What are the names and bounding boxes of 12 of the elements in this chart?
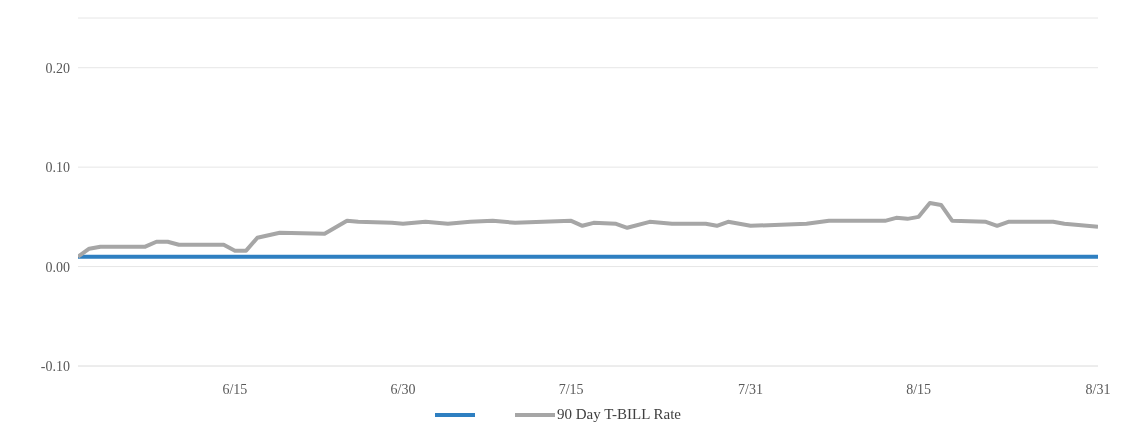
y-tick-label: 0.00 (45, 259, 70, 275)
legend-label: 90 Day T-BILL Rate (556, 406, 681, 423)
x-tick-label: 8/15 (906, 381, 932, 397)
y-tick-label: -0.10 (40, 358, 70, 374)
y-tick-label: 0.10 (45, 160, 70, 176)
x-tick-label: 8/31 (1085, 381, 1111, 397)
x-tick-label: 6/30 (390, 381, 416, 397)
line-series (78, 200, 1098, 259)
x-tick-label: 7/31 (738, 381, 763, 397)
x-tick-label: 6/15 (222, 381, 248, 397)
x-tick-label: 7/15 (558, 381, 584, 397)
y-tick-label: 0.20 (45, 60, 70, 76)
